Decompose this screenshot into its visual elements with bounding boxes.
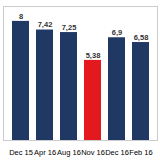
- svg-text:Apr 16: Apr 16: [34, 148, 56, 157]
- svg-text:Nov 16: Nov 16: [81, 148, 105, 157]
- svg-text:7,42: 7,42: [38, 20, 53, 29]
- svg-text:Aug 16: Aug 16: [57, 148, 81, 157]
- svg-text:8: 8: [19, 12, 23, 21]
- svg-text:5,38: 5,38: [86, 51, 101, 60]
- svg-text:6,58: 6,58: [134, 33, 149, 42]
- svg-text:Feb 16: Feb 16: [129, 148, 152, 157]
- svg-text:Dec 15: Dec 15: [9, 148, 33, 157]
- svg-text:7,25: 7,25: [62, 23, 77, 32]
- svg-text:6,9: 6,9: [112, 28, 122, 37]
- svg-text:Dec 16: Dec 16: [105, 148, 129, 157]
